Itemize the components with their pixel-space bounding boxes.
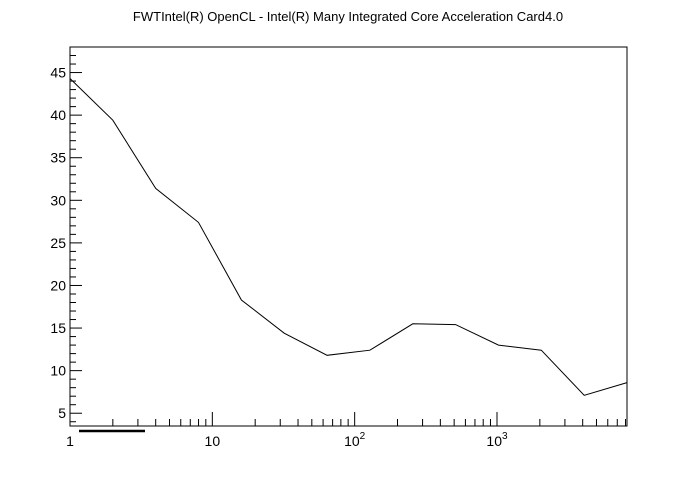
x-tick-label: 102 (344, 431, 366, 449)
data-point (497, 344, 500, 347)
y-axis: 5 10 15 20 25 30 35 40 45 (50, 46, 82, 423)
data-point (368, 349, 371, 352)
chart-title: FWTIntel(R) OpenCL - Intel(R) Many Integ… (133, 9, 563, 24)
y-tick-label: 30 (50, 192, 66, 208)
x-tick-base: 10 (486, 433, 502, 449)
data-point (326, 354, 329, 357)
data-point (454, 323, 457, 326)
data-point (111, 119, 114, 122)
data-point (69, 77, 72, 80)
data-point (240, 298, 243, 301)
x-tick-base: 10 (344, 433, 360, 449)
y-tick-label: 40 (50, 107, 66, 123)
y-tick-label: 45 (50, 65, 66, 81)
data-point (154, 187, 157, 190)
x-tick-exponent: 3 (502, 431, 508, 442)
x-tick-label: 1 (66, 433, 74, 449)
x-axis: 1 10 102 103 (66, 412, 627, 449)
x-tick-label: 10 (205, 433, 221, 449)
y-tick-label: 5 (58, 405, 66, 421)
data-point (411, 322, 414, 325)
x-tick-base: 1 (66, 433, 74, 449)
data-point (283, 332, 286, 335)
series-layer (69, 77, 629, 397)
data-point (540, 349, 543, 352)
y-tick-label: 15 (50, 320, 66, 336)
data-point (197, 221, 200, 224)
plot-frame (69, 46, 628, 427)
x-tick-label: 103 (486, 431, 508, 449)
series-line (69, 78, 628, 396)
y-tick-label: 35 (50, 150, 66, 166)
y-tick-label: 20 (50, 277, 66, 293)
x-tick-base: 10 (205, 433, 221, 449)
x-tick-exponent: 2 (360, 431, 366, 442)
data-point (583, 394, 586, 397)
y-tick-label: 10 (50, 363, 66, 379)
data-point (626, 381, 629, 384)
y-tick-label: 25 (50, 235, 66, 251)
plot-border (69, 46, 628, 427)
